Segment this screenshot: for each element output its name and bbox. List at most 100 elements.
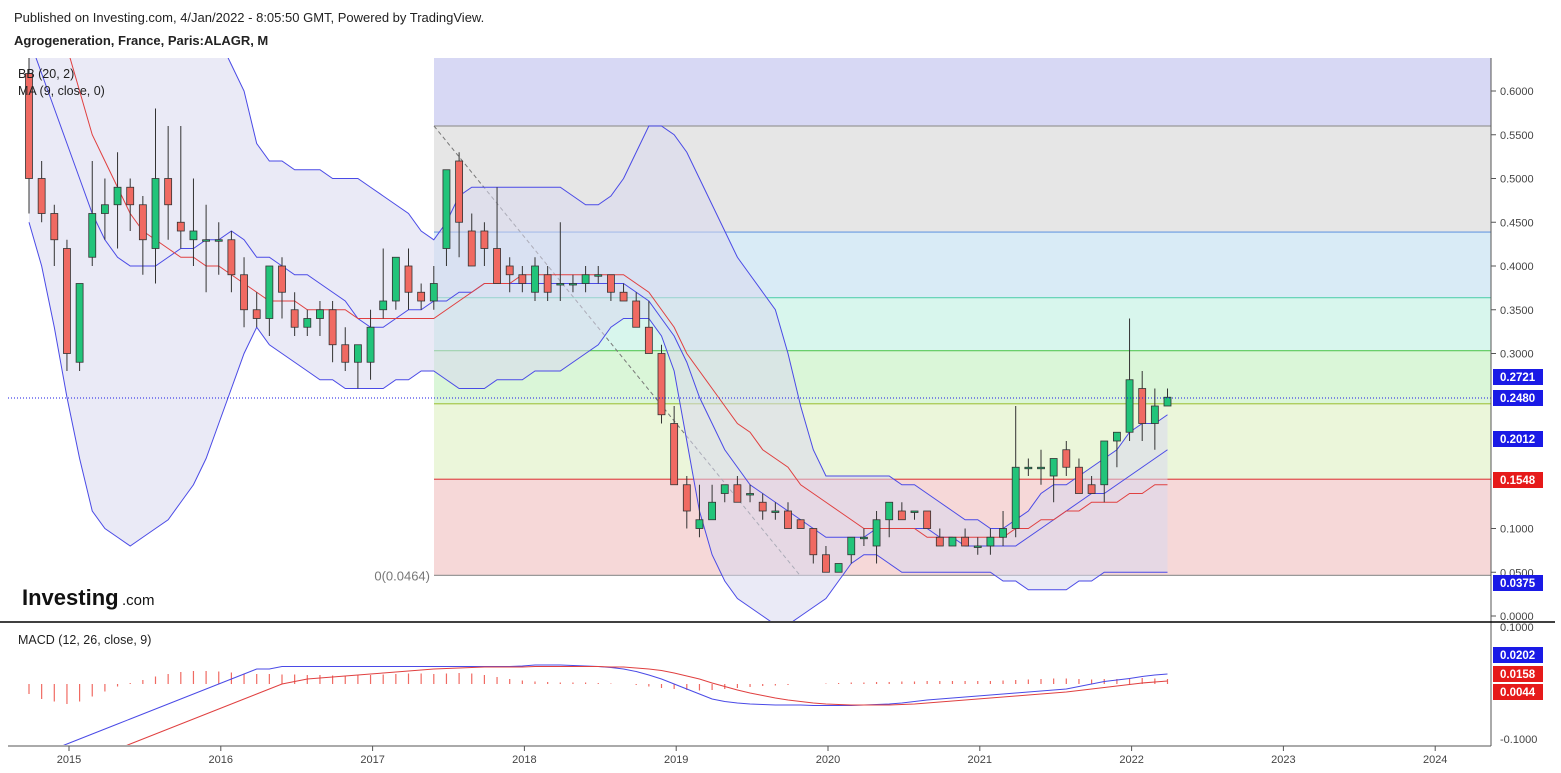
x-tick-label: 2020 bbox=[816, 754, 840, 766]
candle-body bbox=[897, 510, 906, 521]
candle-body bbox=[644, 326, 653, 354]
candle-body bbox=[1125, 379, 1134, 433]
candle-body bbox=[101, 204, 109, 214]
candle-body bbox=[467, 230, 476, 267]
x-tick-label: 2024 bbox=[1423, 754, 1447, 766]
investing-logo: Investing .com bbox=[22, 585, 155, 610]
price-badge-bb-middle-bg bbox=[1493, 431, 1543, 447]
candle-body bbox=[429, 283, 438, 302]
candle-body bbox=[417, 291, 426, 302]
candle-body bbox=[505, 265, 514, 276]
candle-body bbox=[176, 221, 185, 232]
y-tick-label: 0.4500 bbox=[1500, 217, 1534, 229]
candle-body bbox=[50, 213, 59, 241]
price-badge-ma: 0.1548 bbox=[1500, 475, 1536, 487]
macd-pane bbox=[28, 664, 1169, 745]
price-badge-bb-lower-bg bbox=[1493, 575, 1543, 591]
candle-body bbox=[328, 309, 337, 346]
y-tick-label: 0.0000 bbox=[1500, 611, 1534, 623]
fib-zone-0618 bbox=[434, 350, 1491, 404]
candle-body bbox=[973, 545, 982, 548]
candle-body bbox=[847, 536, 856, 556]
published-info: Published on Investing.com, 4/Jan/2022 -… bbox=[14, 10, 485, 25]
price-badge-ma-bg bbox=[1493, 472, 1543, 488]
candle-body bbox=[1163, 396, 1172, 407]
candle-body bbox=[1100, 440, 1109, 486]
macd-badge-signal: 0.0044 bbox=[1500, 687, 1536, 699]
candle-body bbox=[999, 528, 1007, 538]
candle-body bbox=[923, 510, 932, 529]
candle-body bbox=[569, 283, 577, 286]
candle-body bbox=[581, 274, 590, 284]
y-tick-label: 0.1000 bbox=[1500, 524, 1534, 536]
macd-line bbox=[63, 664, 1168, 745]
candle-body bbox=[518, 274, 527, 284]
price-badge-bb-upper-bg bbox=[1493, 369, 1543, 385]
candle-body bbox=[189, 230, 198, 241]
candle-body bbox=[910, 510, 919, 513]
candle-body bbox=[784, 510, 792, 529]
candle-body bbox=[607, 274, 615, 293]
candle-body bbox=[822, 554, 830, 573]
fib-zone-top bbox=[434, 58, 1491, 126]
candle-body bbox=[366, 326, 375, 363]
candle-body bbox=[796, 519, 805, 529]
candle-body bbox=[353, 344, 362, 363]
candle-body bbox=[531, 265, 539, 293]
candle-body bbox=[1075, 466, 1083, 494]
candle-body bbox=[25, 73, 33, 179]
candle-body bbox=[278, 265, 286, 293]
candle-body bbox=[746, 493, 754, 496]
y-tick-label: 0.5500 bbox=[1500, 130, 1534, 142]
candle-body bbox=[379, 300, 388, 311]
fib-zone-0786 bbox=[434, 403, 1491, 480]
macd-badge-signal-bg bbox=[1493, 684, 1543, 700]
candle-body bbox=[809, 528, 818, 556]
fib-zero-label: 0(0.0464) bbox=[374, 568, 430, 583]
bb-lower-line bbox=[28, 222, 1168, 621]
y-tick-label: 0.3000 bbox=[1500, 349, 1534, 361]
logo-suffix: .com bbox=[122, 592, 155, 609]
macd-badge-macd: 0.0202 bbox=[1500, 650, 1535, 662]
candle-body bbox=[88, 213, 97, 258]
candle-body bbox=[240, 274, 248, 311]
candle-body bbox=[391, 256, 400, 302]
macd-tick-label: -0.1000 bbox=[1500, 734, 1537, 746]
price-badge-last: 0.2480 bbox=[1500, 393, 1535, 405]
macd-tick-label: 0.1000 bbox=[1500, 622, 1534, 634]
bb-fill bbox=[29, 58, 1168, 621]
x-tick-label: 2019 bbox=[664, 754, 688, 766]
candle-body bbox=[682, 484, 691, 512]
candle-body bbox=[758, 501, 767, 512]
candle-body bbox=[657, 353, 666, 416]
candle-body bbox=[341, 344, 350, 363]
candle-body bbox=[1024, 466, 1033, 470]
candle-body bbox=[708, 501, 716, 521]
bb-indicator-label[interactable]: BB (20, 2) bbox=[18, 67, 74, 81]
y-tick-label: 0.4000 bbox=[1500, 261, 1534, 273]
price-badge-last-bg bbox=[1493, 390, 1543, 406]
candle-body bbox=[316, 309, 324, 319]
candle-body bbox=[834, 563, 843, 573]
candle-body bbox=[771, 510, 780, 513]
logo-text: Investing bbox=[22, 585, 119, 610]
y-tick-label: 0.3500 bbox=[1500, 305, 1534, 317]
candle-body bbox=[935, 536, 944, 547]
axes: 0.6000 0.5500 0.5000 0.4500 0.4000 0.3500 0.30… bbox=[0, 58, 1555, 766]
x-tick-label: 2015 bbox=[57, 754, 81, 766]
candle-body bbox=[1087, 484, 1096, 494]
candle-body bbox=[113, 186, 122, 206]
macd-indicator-label[interactable]: MACD (12, 26, close, 9) bbox=[18, 633, 151, 647]
symbol-title: Agrogeneration, France, Paris:ALAGR, M bbox=[14, 33, 269, 48]
candle-body bbox=[303, 318, 312, 328]
candle-body bbox=[632, 300, 641, 328]
x-tick-label: 2023 bbox=[1271, 754, 1295, 766]
candle-body bbox=[480, 230, 489, 249]
candle-body bbox=[63, 248, 71, 354]
y-tick-label: 0.6000 bbox=[1500, 86, 1534, 98]
candle-body bbox=[1011, 466, 1020, 529]
ma-indicator-label[interactable]: MA (9, close, 0) bbox=[18, 84, 105, 98]
x-tick-label: 2021 bbox=[968, 754, 992, 766]
candle-body bbox=[885, 501, 894, 521]
